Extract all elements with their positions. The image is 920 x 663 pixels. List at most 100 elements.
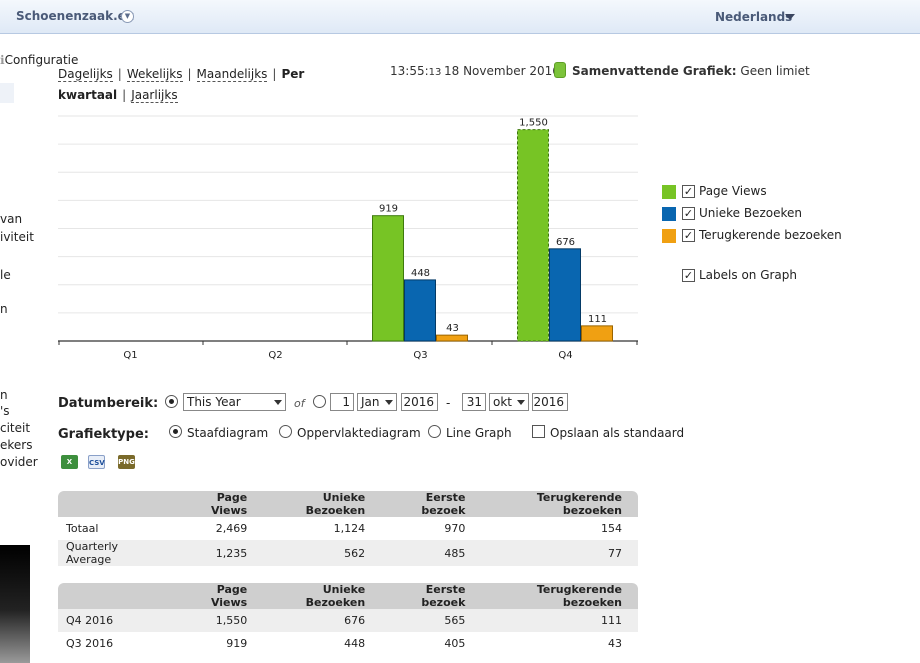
tab-daily[interactable]: Dagelijks [58, 67, 113, 82]
x-tick-label: Q3 [413, 350, 427, 361]
sidebar-item[interactable]: ekers [0, 438, 33, 452]
x-tick-label: Q1 [123, 350, 137, 361]
sidebar-item[interactable]: van [0, 212, 23, 226]
table-cell: 919 [226, 637, 248, 650]
save-default-label[interactable]: Opslaan als standaard [550, 426, 685, 440]
page-views-checkbox[interactable]: ✓ [682, 185, 695, 198]
image-export-icon[interactable]: PNG [118, 455, 135, 469]
language-selector[interactable]: Nederlands [715, 10, 793, 24]
table-row: Quarterly Average 1,235 562 485 77 [58, 540, 638, 566]
returning-swatch [662, 229, 676, 243]
current-date: 18 November 2016 [444, 64, 560, 78]
quarter-table: Page Views Unieke Bezoeken Eerste bezoek… [58, 583, 638, 655]
table-cell: 970 [444, 522, 466, 535]
to-month-select[interactable]: okt [489, 393, 529, 411]
legend-label: Page Views [699, 184, 767, 198]
table-row: Totaal 2,469 1,124 970 154 [58, 517, 638, 540]
sidebar-item[interactable]: 's [0, 404, 10, 418]
site-dropdown-icon[interactable]: ▼ [121, 10, 134, 23]
table-row: Q4 2016 1,550 676 565 111 [58, 609, 638, 632]
of-label: of [294, 397, 305, 410]
save-default-checkbox[interactable] [532, 425, 545, 438]
sidebar-item[interactable]: n [0, 302, 8, 316]
bar [517, 129, 549, 342]
tab-weekly[interactable]: Wekelijks [126, 67, 183, 82]
from-year-input[interactable]: 2016 [401, 393, 438, 411]
bar-chart-radio[interactable] [169, 425, 182, 438]
quarter-table-header: Page Views Unieke Bezoeken Eerste bezoek… [58, 583, 638, 609]
language-caret-icon[interactable] [785, 14, 795, 20]
x-tick-label: Q2 [268, 350, 282, 361]
table-header-cell: Eerste bezoek [381, 583, 482, 609]
table-header-cell [58, 583, 178, 609]
sidebar-item[interactable]: iviteit [0, 230, 34, 244]
table-header-cell: Page Views [178, 583, 264, 609]
to-day-input[interactable]: 31 [462, 393, 486, 411]
site-name[interactable]: Schoenenzaak.eu [16, 9, 135, 23]
chart-type-label: Grafiektype: [58, 427, 149, 442]
sidebar-highlight [0, 83, 14, 103]
tab-yearly[interactable]: Jaarlijks [131, 88, 178, 103]
summary-chart-limit[interactable]: Samenvattende Grafiek: Geen limiet [572, 64, 810, 78]
bar [436, 334, 468, 342]
table-cell: 405 [444, 637, 466, 650]
area-chart-radio[interactable] [279, 425, 292, 438]
table-cell: Quarterly Average [58, 540, 178, 566]
sidebar-image [0, 545, 30, 663]
from-month-select[interactable]: Jan [357, 393, 397, 411]
table-cell: Q4 2016 [58, 609, 178, 632]
sidebar-item[interactable]: ovider [0, 455, 38, 469]
top-bar: Schoenenzaak.eu ▼ Nederlands [0, 0, 920, 34]
bar-chart-option[interactable]: Staafdiagram [187, 426, 269, 440]
table-header-cell: Eerste bezoek [381, 491, 482, 517]
csv-export-icon[interactable]: CSV [88, 455, 105, 469]
sidebar-item[interactable]: le [0, 268, 11, 282]
table-cell: Q3 2016 [66, 637, 114, 650]
legend-label: Terugkerende bezoeken [699, 228, 842, 242]
data-label: 919 [379, 204, 398, 215]
table-header-cell: Unieke Bezoeken [263, 583, 382, 609]
sidebar-item[interactable]: citeit [0, 421, 31, 435]
table-cell: Totaal [66, 522, 99, 535]
from-day-input[interactable]: 1 [330, 393, 354, 411]
summary-table-header: Page Views Unieke Bezoeken Eerste bezoek… [58, 491, 638, 517]
sidebar-item[interactable]: n [0, 388, 8, 402]
x-tick-label: Q4 [558, 350, 572, 361]
chevron-down-icon [517, 400, 525, 405]
table-row: Q3 2016 919 448 405 43 [58, 632, 638, 655]
table-cell: 1,235 [178, 540, 264, 566]
labels-on-graph-label: Labels on Graph [699, 268, 798, 282]
bar [581, 325, 613, 342]
range-preset-radio[interactable] [165, 395, 178, 408]
excel-export-icon[interactable]: X [61, 455, 78, 469]
table-cell: 43 [608, 637, 622, 650]
table-header-cell: Unieke Bezoeken [263, 491, 382, 517]
custom-range-radio[interactable] [313, 395, 326, 408]
area-chart-option[interactable]: Oppervlaktediagram [297, 426, 421, 440]
sidebar-config-link[interactable]: ℹConfiguratie [0, 53, 79, 67]
table-cell: 77 [481, 540, 638, 566]
to-year-input[interactable]: 2016 [532, 393, 568, 411]
line-graph-option[interactable]: Line Graph [446, 426, 512, 440]
date-range-label: Datumbereik: [58, 396, 159, 411]
returning-checkbox[interactable]: ✓ [682, 229, 695, 242]
bar [549, 248, 581, 342]
bar-chart: Q1 Q2 Q3 919 448 43 Q4 1,550 676 111 [58, 115, 638, 361]
period-tabs: Dagelijks | Wekelijks | Maandelijks | Per kwar… [58, 67, 305, 103]
table-cell: 1,550 [178, 609, 264, 632]
tab-monthly[interactable]: Maandelijks [196, 67, 268, 82]
data-label: 111 [588, 314, 607, 325]
table-cell: 562 [263, 540, 382, 566]
line-graph-radio[interactable] [428, 425, 441, 438]
table-cell: 1,124 [333, 522, 366, 535]
range-preset-select[interactable]: This Year [183, 393, 286, 411]
data-label: 448 [411, 268, 430, 279]
table-cell: 676 [263, 609, 382, 632]
table-cell: 448 [344, 637, 366, 650]
tab-quarterly-active-2: kwartaal [58, 88, 118, 102]
table-cell: 154 [601, 522, 622, 535]
page-views-swatch [662, 185, 676, 199]
labels-on-graph-checkbox[interactable]: ✓ [682, 269, 695, 282]
unique-checkbox[interactable]: ✓ [682, 207, 695, 220]
range-dash: - [446, 396, 451, 410]
